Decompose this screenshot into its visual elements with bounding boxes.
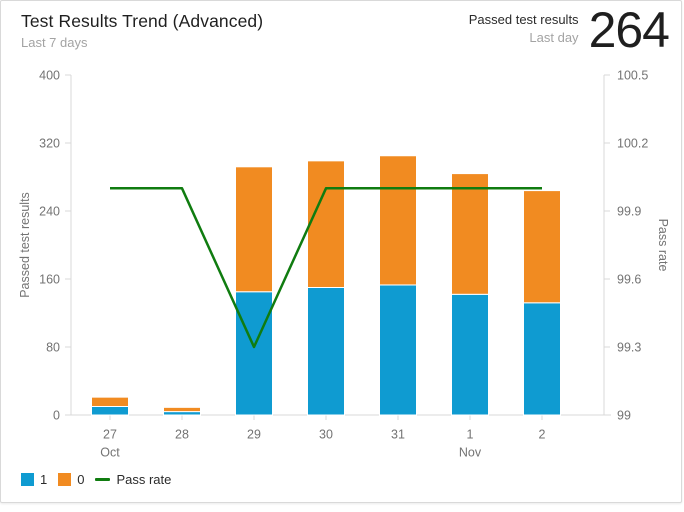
widget-subtitle: Last 7 days [21, 35, 88, 50]
bar-segment-28-series-0[interactable] [163, 406, 201, 413]
series-1-swatch-icon [21, 473, 34, 486]
legend-label: Pass rate [116, 472, 172, 487]
legend-item-pass-rate[interactable]: Pass rate [95, 472, 171, 487]
counter-block: Passed test results Last day 264 [468, 2, 670, 58]
legend-item-series-1[interactable]: 1 [21, 472, 47, 487]
test-results-trend-widget[interactable]: Test Results Trend (Advanced) Last 7 day… [0, 0, 682, 503]
series-0-swatch-icon [58, 473, 72, 486]
left-axis-tick-label: 400 [39, 68, 60, 82]
counter-value: 264 [588, 2, 670, 58]
right-axis-tick-label: 99 [617, 408, 631, 422]
right-axis-tick-label: 100.2 [617, 136, 648, 150]
bar-segment-2-series-0[interactable] [523, 190, 561, 304]
bar-segment-30-series-1[interactable] [307, 287, 345, 416]
legend-item-series-0[interactable]: 0 [58, 472, 84, 487]
bar-segment-1-series-0[interactable] [451, 173, 489, 295]
bar-segment-31-series-0[interactable] [379, 155, 417, 286]
left-axis-title: Passed test results [18, 192, 32, 298]
x-axis-category-label: 27 [103, 427, 117, 441]
x-axis-category-label: 1 [467, 427, 474, 441]
legend-label: 1 [40, 472, 48, 487]
left-axis-tick-label: 0 [53, 408, 60, 422]
x-axis-category-label: 31 [391, 427, 405, 441]
bar-segment-1-series-1[interactable] [451, 293, 489, 416]
widget-title: Test Results Trend (Advanced) [21, 11, 264, 31]
legend-label: 0 [77, 472, 85, 487]
bar-segment-2-series-1[interactable] [523, 302, 561, 416]
bar-segment-27-series-1[interactable] [91, 406, 129, 416]
x-axis-category-label: 29 [247, 427, 261, 441]
bar-segment-27-series-0[interactable] [91, 396, 129, 407]
x-axis-category-label: 30 [319, 427, 333, 441]
counter-sublabel: Last day [529, 30, 579, 45]
right-axis-tick-label: 99.9 [617, 204, 641, 218]
bar-segment-31-series-1[interactable] [379, 284, 417, 416]
left-axis-tick-label: 80 [46, 340, 60, 354]
pass-rate-line[interactable] [110, 187, 542, 349]
bar-segment-28-series-1[interactable] [163, 411, 201, 416]
right-axis-tick-label: 99.3 [617, 340, 641, 354]
bar-segment-30-series-0[interactable] [307, 160, 345, 289]
x-axis-month-label: Nov [459, 445, 482, 459]
pass-rate-line-swatch-icon [95, 478, 111, 481]
left-axis-tick-label: 160 [39, 272, 60, 286]
right-axis-tick-label: 99.6 [617, 272, 641, 286]
x-axis-month-label: Oct [100, 445, 120, 459]
x-axis-category-label: 2 [539, 427, 546, 441]
counter-label: Passed test results [468, 12, 579, 27]
right-axis-tick-label: 100.5 [617, 68, 648, 82]
chart-legend: 1 0 Pass rate [21, 472, 182, 487]
left-axis-tick-label: 240 [39, 204, 60, 218]
trend-chart: 0 80 160 240 320 400 99 99.3 99.6 99.9 100.2 100.5 2… [18, 68, 670, 459]
bar-segment-29-series-0[interactable] [235, 166, 273, 293]
left-axis-tick-label: 320 [39, 136, 60, 150]
bar-segment-29-series-1[interactable] [235, 291, 273, 416]
x-axis-category-label: 28 [175, 427, 189, 441]
right-axis-title: Pass rate [656, 219, 670, 272]
